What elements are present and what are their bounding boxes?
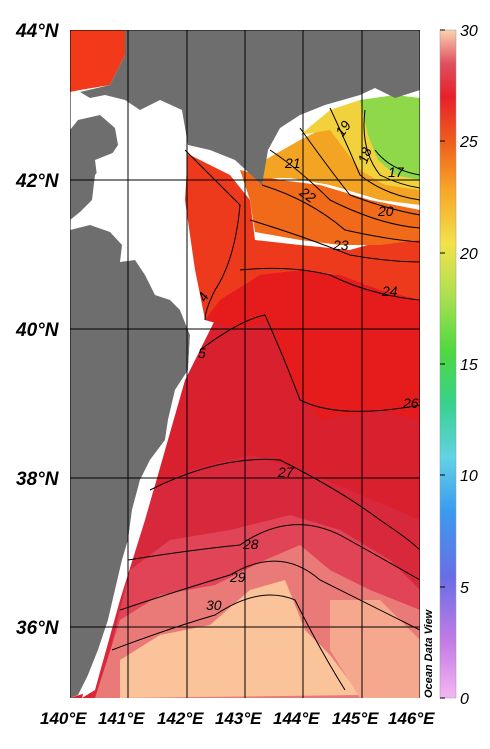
contour-lines: [111, 107, 420, 691]
no-data-bay: [95, 150, 150, 215]
contour-21: [269, 149, 420, 229]
sst-region-22-24: [240, 170, 420, 245]
contour-18: [363, 109, 420, 189]
lon-label-140: 140°E: [40, 709, 87, 728]
contour-label-25-west: 5: [198, 345, 206, 361]
contour-label-28: 28: [242, 536, 259, 552]
odv-watermark: Ocean Data View: [423, 608, 435, 698]
sst-region-25-26: [205, 270, 420, 420]
sst-region-15-18: [360, 95, 420, 180]
longitude-labels: 140°E 141°E 142°E 143°E 144°E 145°E 146°…: [40, 709, 435, 728]
land-oshima: [70, 115, 118, 220]
sst-region-30-east: [330, 600, 420, 698]
lon-label-144: 144°E: [273, 709, 320, 728]
lat-label-38: 38°N: [16, 469, 60, 490]
colorbar-tick-10: 10: [460, 468, 478, 485]
contour-north: [184, 149, 241, 321]
lat-label-36: 36°N: [16, 618, 60, 639]
lon-label-145: 145°E: [332, 709, 379, 728]
contour-label-22: 22: [296, 183, 319, 206]
contour-label-23: 23: [332, 237, 349, 253]
colorbar: 30 25 20 15 10 5 0: [439, 23, 478, 708]
contour-label-21: 21: [284, 155, 301, 171]
colorbar-tick-20: 20: [459, 246, 478, 263]
no-data-mutsu: [130, 220, 175, 262]
colorbar-tick-0: 0: [460, 691, 469, 708]
contour-label-24: 24: [381, 283, 398, 299]
lon-label-142: 142°E: [157, 709, 204, 728]
contour-label-17: 17: [388, 164, 405, 180]
lon-label-146: 146°E: [388, 709, 435, 728]
colorbar-tick-30: 30: [460, 23, 478, 40]
land-hokkaido: [80, 30, 420, 185]
contour-29: [119, 560, 420, 631]
latitude-labels: 44°N 42°N 40°N 38°N 36°N: [15, 21, 60, 639]
colorbar-tick-25: 25: [459, 134, 478, 151]
contour-label-29: 29: [229, 569, 246, 585]
sst-region-north: [70, 30, 125, 92]
land-honshu: [70, 225, 190, 698]
graticule: [70, 30, 420, 698]
contour-20: [299, 127, 420, 216]
contour-label-26: 26: [402, 395, 419, 411]
contour-label-30: 30: [206, 597, 222, 613]
contour-25: [199, 314, 420, 412]
colorbar-tick-15: 15: [460, 357, 478, 374]
sst-region-24-25: [180, 150, 420, 320]
contour-30: [111, 594, 346, 691]
contour-28: [127, 524, 420, 581]
contour-22: [261, 184, 420, 243]
contour-label-27: 27: [277, 464, 295, 480]
lon-label-141: 141°E: [98, 709, 145, 728]
contour-23: [249, 219, 420, 263]
lat-label-42: 42°N: [15, 171, 60, 192]
lat-label-44: 44°N: [15, 21, 60, 42]
lat-label-40: 40°N: [15, 320, 60, 341]
colorbar-tick-5: 5: [460, 580, 469, 597]
contour-27: [149, 458, 420, 551]
contour-24: [239, 267, 420, 301]
land: [70, 30, 420, 698]
contour-19: [329, 107, 420, 201]
lon-label-143: 143°E: [215, 709, 262, 728]
sst-region-30: [120, 580, 360, 698]
contour-label-18: 18: [354, 145, 374, 165]
contour-label-20: 20: [377, 203, 394, 219]
contour-17: [374, 149, 420, 176]
